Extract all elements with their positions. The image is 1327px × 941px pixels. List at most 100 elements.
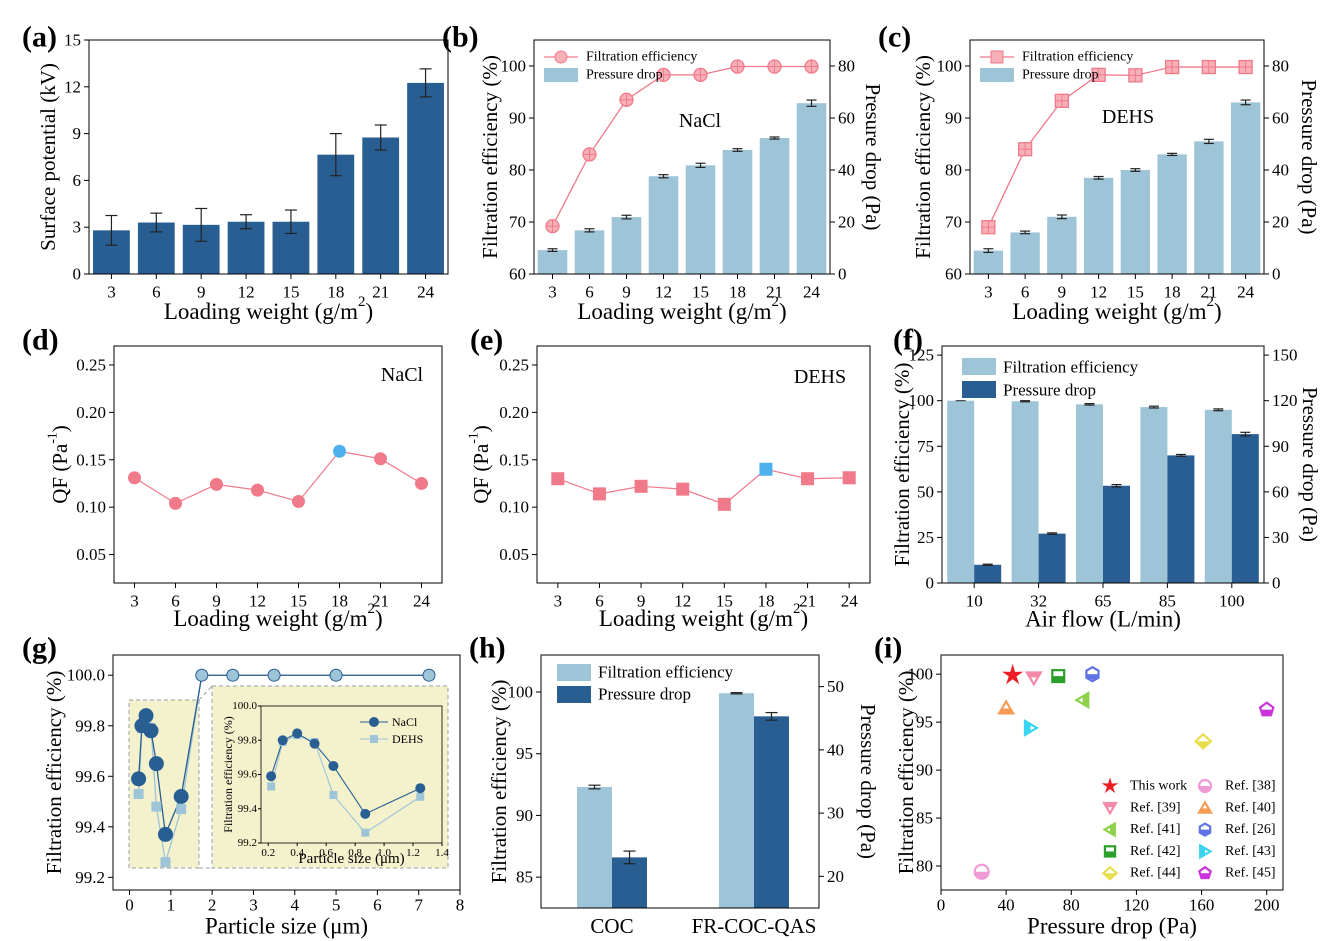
- x-tick-label: 24: [1237, 283, 1255, 302]
- y-tick-label: 100: [508, 683, 534, 702]
- x-tick-label: 21: [372, 592, 389, 611]
- legend-label: Ref. [26]: [1225, 822, 1276, 837]
- x-tick-label: 3: [130, 592, 139, 611]
- nacl-point: [422, 668, 436, 682]
- y-right-tick-label: 30: [827, 804, 844, 823]
- y-right-tick-label: 0: [1272, 574, 1281, 593]
- pressure-bar: [648, 176, 679, 274]
- y-tick-label: 60: [509, 265, 526, 284]
- nacl-point: [195, 668, 209, 682]
- legend-swatch: [980, 68, 1014, 82]
- plot-frame: [540, 654, 820, 909]
- inset-dehs-point: [361, 828, 370, 837]
- legend-swatch: [544, 68, 578, 82]
- legend-label: Pressure drop: [1003, 381, 1096, 400]
- x-axis-label-sup: 2: [772, 294, 779, 310]
- qf-point: [128, 471, 141, 485]
- x-axis-label-main: Loading weight (g/m: [173, 606, 367, 631]
- efficiency-bar: [1076, 404, 1103, 583]
- x-tick-label: 21: [1200, 283, 1217, 302]
- pressure-bar: [1083, 177, 1114, 274]
- chart-h: COC FR-COC-QAS 85 90 95 100 20 30 40 50 Filtration…: [487, 654, 880, 938]
- plot-frame: [940, 654, 1284, 891]
- efficiency-bar: [577, 787, 612, 908]
- x-axis-label-main: Loading weight (g/m: [577, 299, 771, 324]
- x-axis-label-end: ): [800, 606, 808, 631]
- x-tick-label: 12: [249, 592, 266, 611]
- inset-nacl-point: [415, 783, 426, 794]
- pressure-bar: [1230, 102, 1261, 275]
- qf-point: [292, 494, 305, 508]
- x-tick-label: 6: [152, 283, 161, 302]
- legend-swatch: [557, 664, 591, 681]
- y-tick-label: 0.05: [499, 545, 529, 564]
- chart-i: 80 85 90 95 100 0 40 80 120 160 200 Filtration effi…: [894, 654, 1284, 939]
- qf-point: [210, 477, 223, 491]
- marker-hexagon: [1085, 665, 1100, 683]
- nacl-point: [226, 668, 240, 682]
- x-axis-label-main: Loading weight (g/m: [1012, 299, 1206, 324]
- y-axis-label-sup: -1: [465, 432, 480, 443]
- legend-swatch: [557, 686, 591, 703]
- panel-label-e: (e): [470, 324, 503, 357]
- y-tick-label: 60: [945, 265, 962, 284]
- legend-label: Filtration efficiency: [1022, 50, 1133, 65]
- x-axis-label-main: Loading weight (g/m: [599, 606, 793, 631]
- marker-half: [1026, 672, 1041, 678]
- y-tick-label: 85: [916, 809, 933, 828]
- pressure-bar: [574, 230, 605, 274]
- y-axis-label-sup: -1: [44, 432, 59, 443]
- y-tick-label: 0.25: [76, 355, 106, 374]
- y-tick-label: 99.8: [75, 716, 105, 735]
- y-axis-label: QF (Pa-1): [465, 425, 493, 503]
- x-tick-label: 65: [1095, 592, 1112, 611]
- panel-label-g: (g): [22, 632, 57, 665]
- x-tick-label: 15: [1127, 283, 1144, 302]
- y-tick-label: 99.4: [75, 817, 105, 836]
- bar: [362, 137, 400, 274]
- y-axis-label-right: Pressure drop (Pa): [1297, 79, 1321, 234]
- x-axis-label: Air flow (L/min): [1025, 607, 1181, 632]
- x-tick-label: 18: [331, 592, 348, 611]
- y-right-tick-label: 50: [827, 677, 844, 696]
- qf-point: [759, 462, 773, 476]
- legend-swatch: [962, 358, 996, 375]
- y-tick-label: 90: [945, 109, 962, 128]
- inset-nacl-point: [360, 808, 371, 819]
- x-tick-label: 6: [595, 592, 604, 611]
- qf-line: [134, 450, 422, 505]
- y-right-tick-label: 150: [1272, 346, 1298, 365]
- efficiency-bar: [719, 693, 754, 908]
- y-tick-label: 100: [937, 57, 963, 76]
- x-tick-label: 5: [332, 896, 341, 915]
- y-right-tick-label: 30: [1272, 528, 1289, 547]
- y-right-tick-label: 120: [1272, 391, 1298, 410]
- y-tick-label: 75: [917, 437, 934, 456]
- plot-frame: [112, 654, 461, 891]
- y-axis-label-main: QF (Pa: [48, 443, 72, 504]
- marker-half: [1104, 803, 1116, 808]
- qf-point: [374, 452, 387, 466]
- x-tick-label: 80: [1063, 896, 1080, 915]
- y-axis-label-end: ): [469, 425, 493, 432]
- y-axis-label-left: Filtration efficiency (%): [911, 55, 935, 259]
- qf-point: [333, 444, 346, 458]
- chart-d: 0.05 0.10 0.15 0.20 0.25 3 6 9 12 15 18 21 24 QF (Pa-…: [44, 345, 443, 631]
- pressure-bar: [1194, 141, 1224, 274]
- marker-half: [1103, 873, 1117, 880]
- panel-label-d: (d): [22, 324, 59, 357]
- inset-y-tick-label: 99.2: [238, 837, 257, 849]
- pressure-bar: [722, 149, 753, 274]
- y-tick-label: 0.25: [499, 355, 529, 374]
- qf-point: [551, 472, 565, 486]
- x-tick-label: 21: [766, 283, 783, 302]
- x-tick-label: 21: [372, 283, 389, 302]
- y-right-tick-label: 0: [838, 265, 847, 284]
- pressure-bar: [1231, 434, 1259, 583]
- y-right-tick-label: 40: [827, 740, 844, 759]
- marker-half: [1200, 845, 1205, 858]
- x-tick-label: 18: [757, 592, 774, 611]
- marker-star: [1001, 663, 1024, 685]
- y-tick-label: 0.15: [499, 450, 529, 469]
